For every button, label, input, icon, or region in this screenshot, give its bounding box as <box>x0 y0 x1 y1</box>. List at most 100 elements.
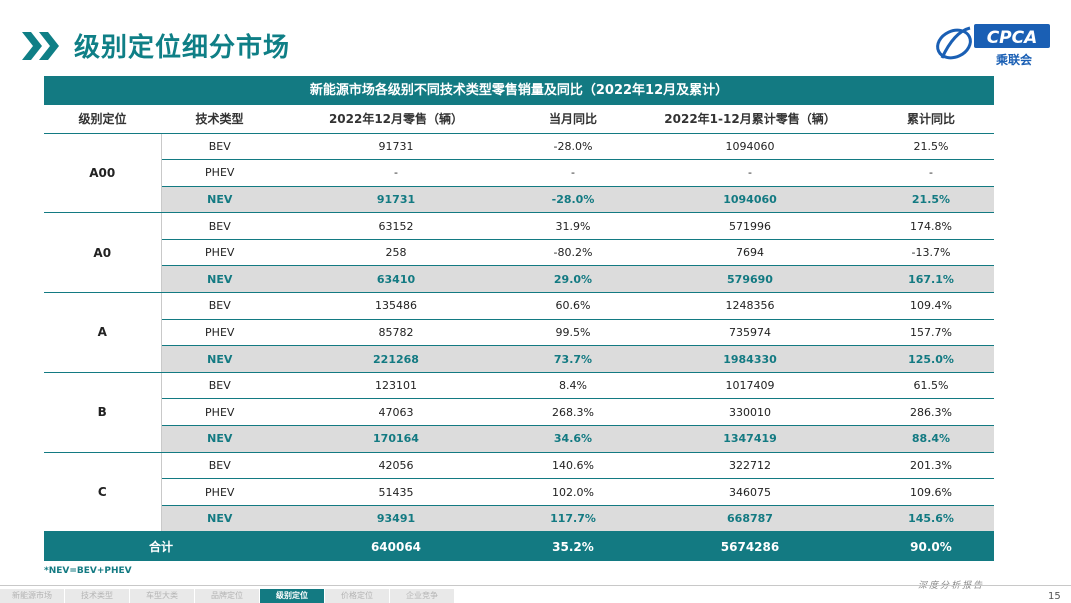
total-value-cell: 35.2% <box>514 531 632 561</box>
table-row: NEV 93491 117.7% 668787 145.6% <box>44 505 994 533</box>
level-cell: A00 <box>44 133 162 214</box>
nav-item[interactable]: 新能源市场 <box>0 589 64 603</box>
value-cell: -80.2% <box>514 239 632 267</box>
double-chevron-icon <box>22 32 59 60</box>
sales-table-panel: 新能源市场各级别不同技术类型零售销量及同比（2022年12月及累计） 级别定位 … <box>44 76 994 561</box>
value-cell: -13.7% <box>868 239 994 267</box>
table-row: NEV 63410 29.0% 579690 167.1% <box>44 265 994 294</box>
value-cell: 579690 <box>632 265 868 294</box>
value-cell: 145.6% <box>868 505 994 533</box>
total-row: 合计 640064 35.2% 5674286 90.0% <box>44 531 994 561</box>
value-cell: 21.5% <box>868 186 994 214</box>
value-cell: 571996 <box>632 212 868 240</box>
value-cell: 170164 <box>278 425 514 453</box>
column-header: 技术类型 <box>161 105 278 134</box>
value-cell: 167.1% <box>868 265 994 294</box>
tech-type-cell: PHEV <box>161 239 278 267</box>
table-row: NEV 170164 34.6% 1347419 88.4% <box>44 425 994 453</box>
value-cell: 102.0% <box>514 478 632 506</box>
value-cell: 268.3% <box>514 398 632 427</box>
level-cell: A <box>44 292 162 373</box>
table-body: A00 BEV 91731 -28.0% 1094060 21.5% PHEV - - - - NEV… <box>44 133 994 561</box>
nav-item[interactable]: 企业竞争 <box>390 589 454 603</box>
cpca-logo: CPCA 乘联会 <box>936 24 1050 67</box>
value-cell: 91731 <box>278 186 514 214</box>
total-value-cell: 5674286 <box>632 531 868 561</box>
table-row: A0 BEV 63152 31.9% 571996 174.8% <box>44 212 994 294</box>
tech-type-cell: BEV <box>161 212 278 240</box>
page-title: 级别定位细分市场 <box>74 33 291 63</box>
value-cell: 31.9% <box>514 212 632 240</box>
value-cell: 51435 <box>278 478 514 506</box>
value-cell: 88.4% <box>868 425 994 453</box>
value-cell: 61.5% <box>868 372 994 400</box>
value-cell: 34.6% <box>514 425 632 453</box>
table-row: NEV 221268 73.7% 1984330 125.0% <box>44 345 994 373</box>
value-cell: 73.7% <box>514 345 632 373</box>
table-row: NEV 91731 -28.0% 1094060 21.5% <box>44 186 994 214</box>
value-cell: 63410 <box>278 265 514 294</box>
level-cell: A0 <box>44 212 162 294</box>
nav-item[interactable]: 价格定位 <box>325 589 389 603</box>
value-cell: 8.4% <box>514 372 632 400</box>
value-cell: - <box>868 159 994 187</box>
nav-item[interactable]: 车型大类 <box>130 589 194 603</box>
value-cell: 322712 <box>632 452 868 480</box>
tech-type-cell: BEV <box>161 372 278 400</box>
report-label: 深度分析报告 <box>918 581 985 591</box>
tech-type-cell: PHEV <box>161 159 278 187</box>
value-cell: 63152 <box>278 212 514 240</box>
table-title: 新能源市场各级别不同技术类型零售销量及同比（2022年12月及累计） <box>44 76 994 105</box>
value-cell: - <box>632 159 868 187</box>
value-cell: 117.7% <box>514 505 632 533</box>
value-cell: 1984330 <box>632 345 868 373</box>
value-cell: 7694 <box>632 239 868 267</box>
level-cell: B <box>44 372 162 453</box>
table-row: PHEV 51435 102.0% 346075 109.6% <box>44 478 994 506</box>
value-cell: 1094060 <box>632 186 868 214</box>
value-cell: 221268 <box>278 345 514 373</box>
value-cell: 201.3% <box>868 452 994 480</box>
page-number: 15 <box>1048 591 1061 602</box>
footer-divider <box>0 585 1071 586</box>
tech-type-cell: PHEV <box>161 478 278 506</box>
column-header: 2022年1-12月累计零售（辆） <box>632 105 868 134</box>
tech-type-cell: NEV <box>161 425 278 453</box>
table-row: A00 BEV 91731 -28.0% 1094060 21.5% <box>44 133 994 214</box>
table-row: PHEV 85782 99.5% 735974 157.7% <box>44 319 994 347</box>
tech-type-cell: PHEV <box>161 398 278 427</box>
total-label: 合计 <box>44 531 278 561</box>
nav-item[interactable]: 技术类型 <box>65 589 129 603</box>
value-cell: -28.0% <box>514 186 632 214</box>
value-cell: 346075 <box>632 478 868 506</box>
value-cell: 99.5% <box>514 319 632 347</box>
value-cell: 21.5% <box>868 133 994 161</box>
table-row: A BEV 135486 60.6% 1248356 109.4% <box>44 292 994 373</box>
value-cell: 125.0% <box>868 345 994 373</box>
value-cell: - <box>278 159 514 187</box>
value-cell: 157.7% <box>868 319 994 347</box>
value-cell: -28.0% <box>514 133 632 161</box>
value-cell: 47063 <box>278 398 514 427</box>
value-cell: 258 <box>278 239 514 267</box>
column-header: 当月同比 <box>514 105 632 134</box>
tech-type-cell: BEV <box>161 452 278 480</box>
total-value-cell: 90.0% <box>868 531 994 561</box>
logo-text: CPCA <box>987 28 1038 48</box>
value-cell: 85782 <box>278 319 514 347</box>
value-cell: 140.6% <box>514 452 632 480</box>
column-header: 累计同比 <box>868 105 994 134</box>
value-cell: 109.6% <box>868 478 994 506</box>
nav-item[interactable]: 级别定位 <box>260 589 324 603</box>
section-nav: 新能源市场 技术类型 车型大类 品牌定位 级别定位 价格定位 企业竞争 <box>0 589 455 603</box>
tech-type-cell: NEV <box>161 505 278 533</box>
column-header: 2022年12月零售（辆） <box>278 105 514 134</box>
value-cell: 735974 <box>632 319 868 347</box>
tech-type-cell: NEV <box>161 345 278 373</box>
tech-type-cell: BEV <box>161 292 278 320</box>
tech-type-cell: PHEV <box>161 319 278 347</box>
total-value-cell: 640064 <box>278 531 514 561</box>
value-cell: 135486 <box>278 292 514 320</box>
nav-item[interactable]: 品牌定位 <box>195 589 259 603</box>
table-row: PHEV 258 -80.2% 7694 -13.7% <box>44 239 994 267</box>
